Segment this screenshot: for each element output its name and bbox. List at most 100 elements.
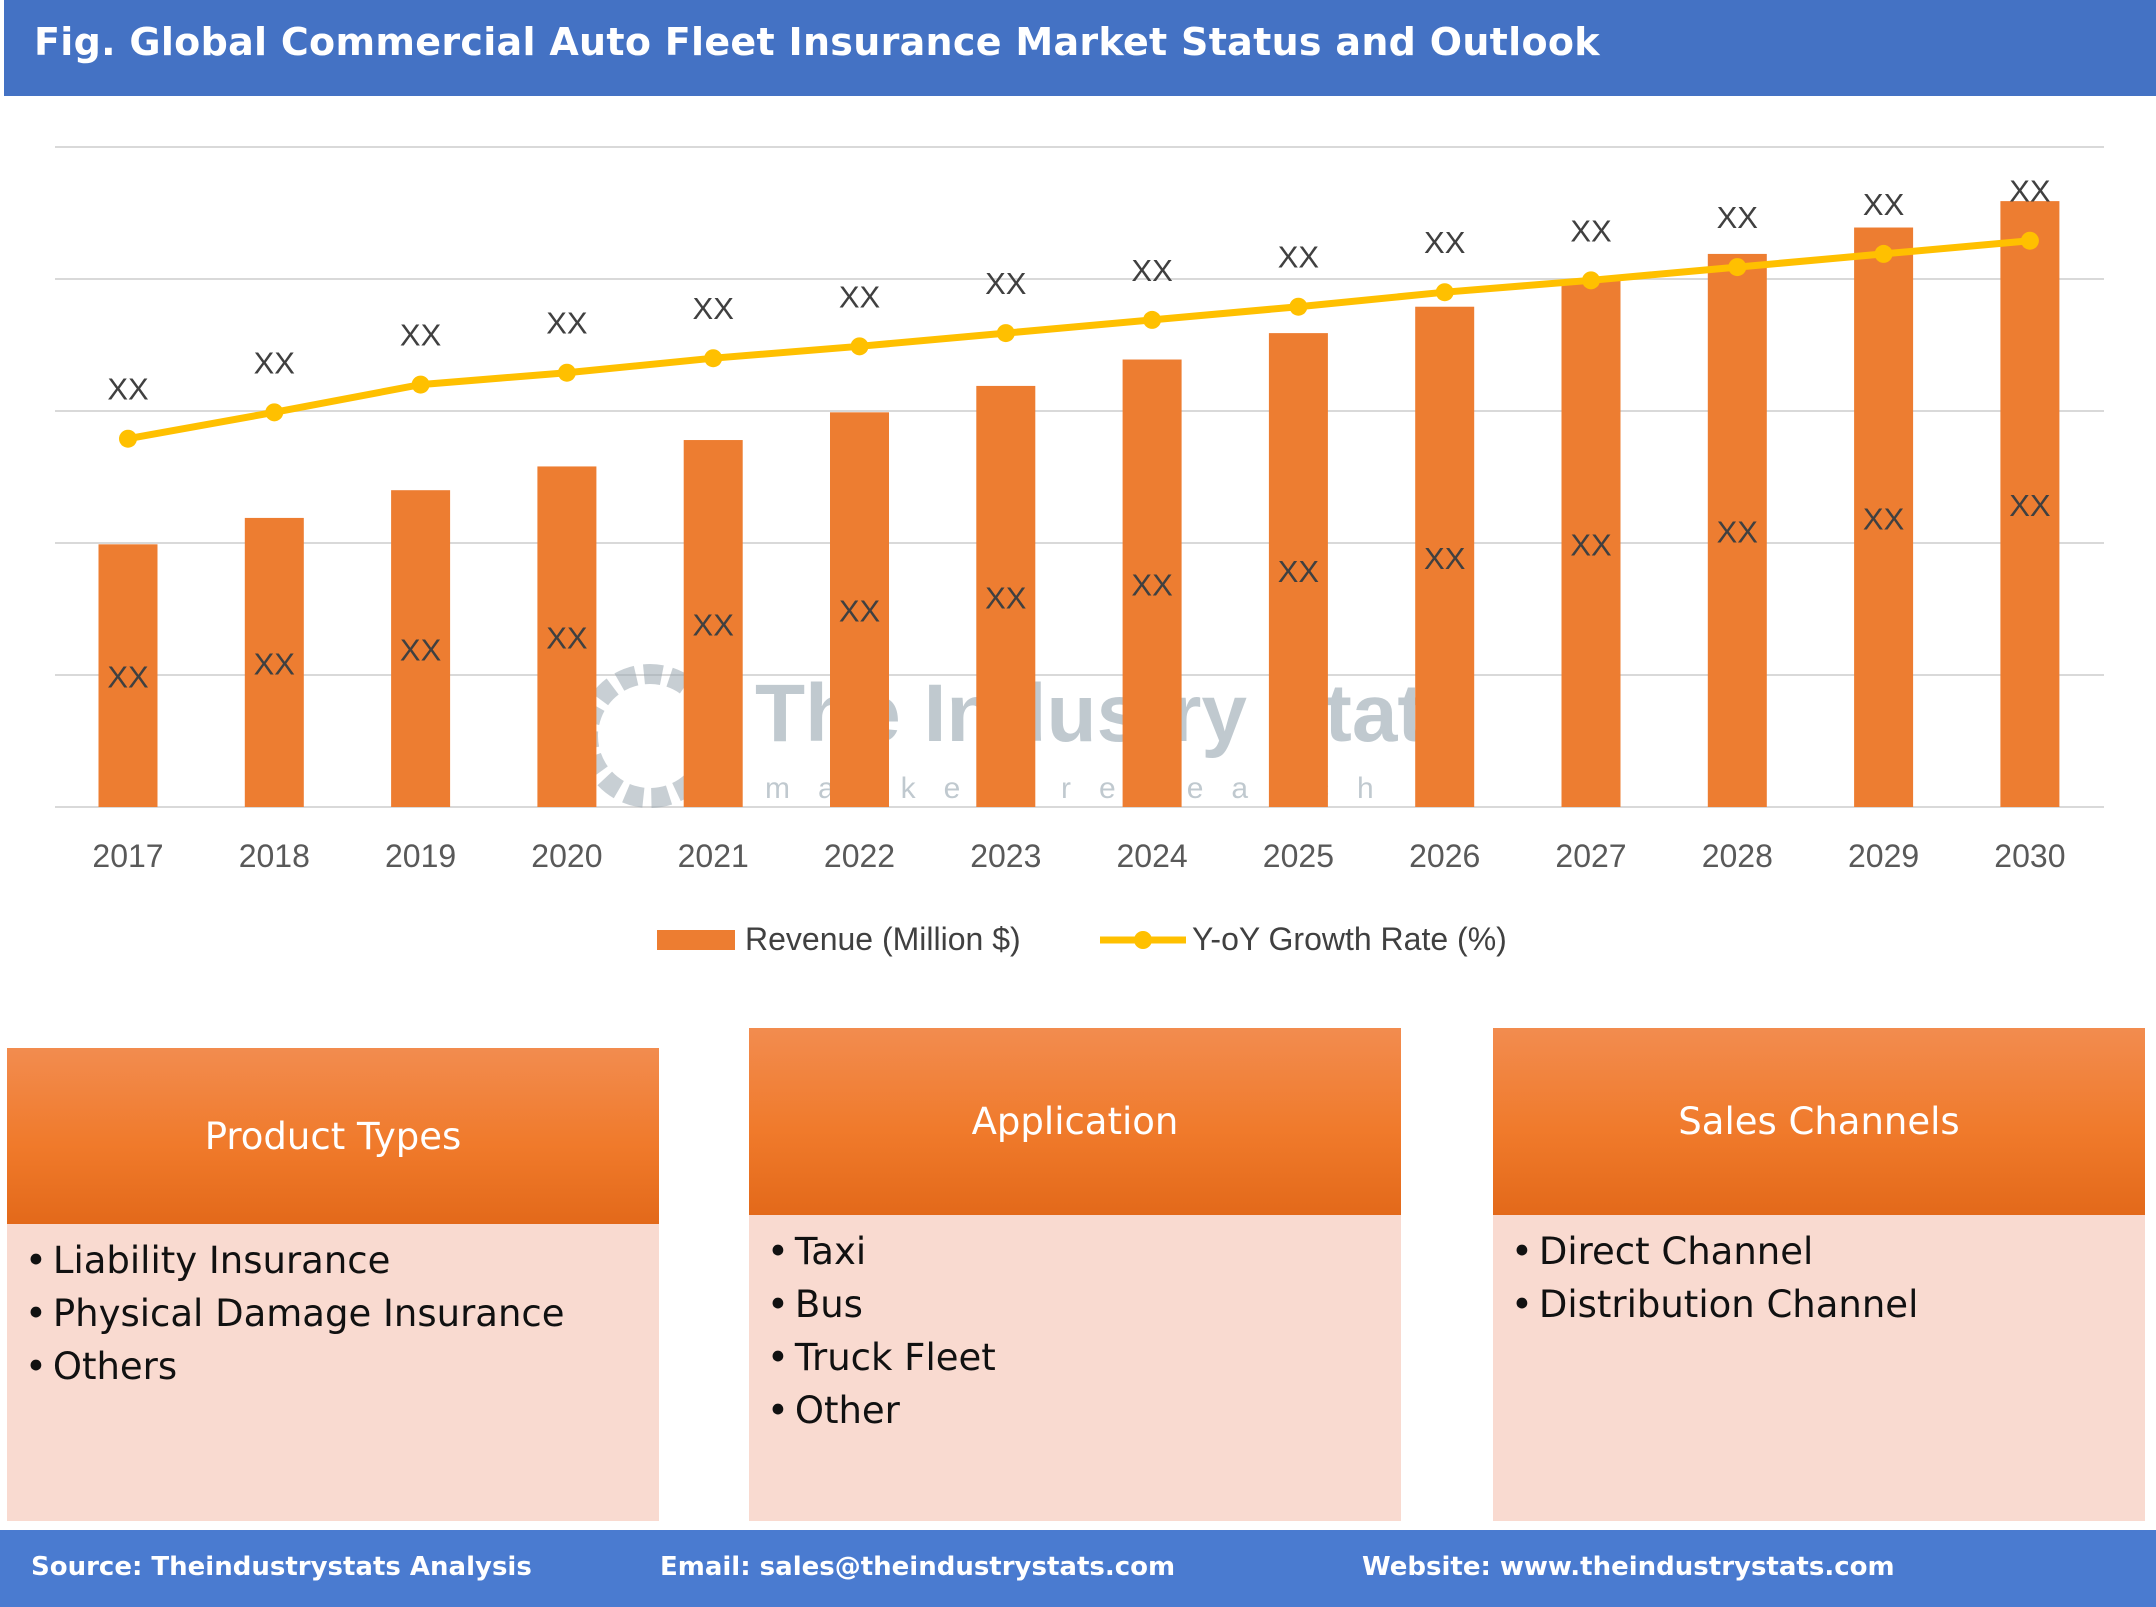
- list-item: Others: [25, 1340, 649, 1393]
- list-item: Bus: [767, 1278, 1391, 1331]
- growth-point: [265, 403, 284, 422]
- bar-data-label: XX: [985, 580, 1027, 615]
- x-tick-label: 2027: [1555, 838, 1626, 874]
- x-tick-label: 2029: [1848, 838, 1919, 874]
- bar: [2000, 201, 2060, 807]
- bar-data-label: XX: [2009, 488, 2051, 523]
- growth-point: [1289, 297, 1308, 316]
- growth-point: [1582, 271, 1600, 290]
- growth-point: [1874, 244, 1893, 263]
- growth-point: [411, 375, 430, 394]
- legend-label-growth: Y-oY Growth Rate (%): [1192, 921, 1507, 957]
- footer-website[interactable]: Website: www.theindustrystats.com: [1362, 1552, 1895, 1582]
- segment-list: Liability Insurance Physical Damage Insu…: [25, 1234, 649, 1393]
- segment-product-types: Product Types Liability Insurance Physic…: [7, 1048, 659, 1521]
- bar: [244, 517, 304, 807]
- line-data-label: XX: [693, 291, 735, 326]
- bar-data-label: XX: [1863, 501, 1905, 536]
- bar: [976, 385, 1036, 807]
- x-tick-label: 2017: [92, 838, 163, 874]
- line-data-label: XX: [1131, 253, 1173, 288]
- line-data-label: XX: [254, 345, 296, 380]
- bar: [537, 466, 597, 807]
- line-data-label: XX: [2009, 174, 2051, 209]
- bar-data-label: XX: [1131, 567, 1173, 602]
- growth-series: [119, 231, 2039, 448]
- bar: [1122, 359, 1182, 807]
- bar-data-label: XX: [546, 621, 588, 656]
- line-data-label: XX: [400, 318, 442, 353]
- x-tick-label: 2019: [385, 838, 456, 874]
- list-item: Other: [767, 1384, 1391, 1437]
- bar-data-label: XX: [839, 594, 881, 629]
- list-item: Truck Fleet: [767, 1331, 1391, 1384]
- growth-point: [1728, 258, 1747, 277]
- bar-data-label: XX: [1278, 554, 1320, 589]
- line-data-label: XX: [1424, 225, 1466, 260]
- bar-data-label: XX: [1570, 528, 1612, 563]
- segment-list: Taxi Bus Truck Fleet Other: [767, 1225, 1391, 1437]
- footer: Source: Theindustrystats Analysis Email:…: [0, 1530, 2156, 1607]
- line-data-label: XX: [1863, 187, 1905, 222]
- growth-point: [850, 337, 869, 356]
- bars: [98, 201, 2060, 808]
- x-axis-ticks: 2017 2018 2019 2020 2021 2022 2023 2024 2025 2026…: [92, 838, 2065, 874]
- bar: [1854, 227, 1914, 807]
- line-data-label: XX: [1570, 213, 1612, 248]
- data-labels: XX XX XX XX XX XX XX XX XX XX XX XX XX XX XX XX XX XX XX XX…: [107, 174, 2051, 695]
- x-tick-label: 2020: [531, 838, 602, 874]
- line-data-label: XX: [985, 266, 1027, 301]
- growth-point: [996, 324, 1015, 343]
- bar: [683, 440, 743, 807]
- line-data-label: XX: [839, 279, 881, 314]
- x-tick-label: 2021: [678, 838, 749, 874]
- bar-data-label: XX: [693, 608, 735, 643]
- growth-point: [1435, 283, 1454, 302]
- bar: [391, 490, 451, 807]
- bar-data-label: XX: [107, 660, 149, 695]
- footer-email[interactable]: Email: sales@theindustrystats.com: [660, 1552, 1176, 1582]
- footer-source: Source: Theindustrystats Analysis: [31, 1552, 532, 1582]
- bar: [1415, 306, 1475, 807]
- x-tick-label: 2028: [1702, 838, 1773, 874]
- segment-title: Sales Channels: [1493, 1028, 2145, 1215]
- line-data-label: XX: [546, 306, 588, 341]
- segment-title: Application: [749, 1028, 1401, 1215]
- bar-data-label: XX: [400, 633, 442, 668]
- growth-point: [2020, 231, 2039, 250]
- legend: Revenue (Million $) Y-oY Growth Rate (%): [657, 921, 1507, 957]
- segment-list: Direct Channel Distribution Channel: [1511, 1225, 2135, 1331]
- growth-point: [119, 429, 137, 448]
- bar: [98, 544, 158, 807]
- list-item: Liability Insurance: [25, 1234, 649, 1287]
- segment-application: Application Taxi Bus Truck Fleet Other: [749, 1028, 1401, 1521]
- list-item: Physical Damage Insurance: [25, 1287, 649, 1340]
- list-item: Distribution Channel: [1511, 1278, 2135, 1331]
- line-data-label: XX: [107, 372, 149, 407]
- bar: [1561, 280, 1621, 807]
- bar-data-label: XX: [1424, 541, 1466, 576]
- growth-point: [1143, 310, 1162, 329]
- segment-title: Product Types: [7, 1048, 659, 1224]
- page-title: Fig. Global Commercial Auto Fleet Insura…: [34, 20, 1600, 64]
- legend-marker-growth: [1134, 931, 1152, 949]
- legend-swatch-revenue: [657, 930, 735, 950]
- combo-chart: The Industry Stats market research XXXXX…: [55, 146, 2104, 957]
- title-bar: Fig. Global Commercial Auto Fleet Insura…: [4, 0, 2156, 96]
- growth-line: [127, 237, 2031, 443]
- x-tick-label: 2025: [1263, 838, 1334, 874]
- x-tick-label: 2023: [970, 838, 1041, 874]
- growth-point: [557, 363, 576, 382]
- legend-label-revenue: Revenue (Million $): [745, 921, 1021, 957]
- line-data-label: XX: [1278, 240, 1320, 275]
- line-data-label: XX: [1717, 200, 1759, 235]
- list-item: Direct Channel: [1511, 1225, 2135, 1278]
- growth-point: [704, 349, 723, 368]
- bar-data-label: XX: [1717, 514, 1759, 549]
- bar: [1268, 333, 1328, 807]
- segment-sales-channels: Sales Channels Direct Channel Distributi…: [1493, 1028, 2145, 1521]
- bar: [1707, 253, 1767, 808]
- x-tick-label: 2024: [1117, 838, 1188, 874]
- x-tick-label: 2022: [824, 838, 895, 874]
- x-tick-label: 2026: [1409, 838, 1480, 874]
